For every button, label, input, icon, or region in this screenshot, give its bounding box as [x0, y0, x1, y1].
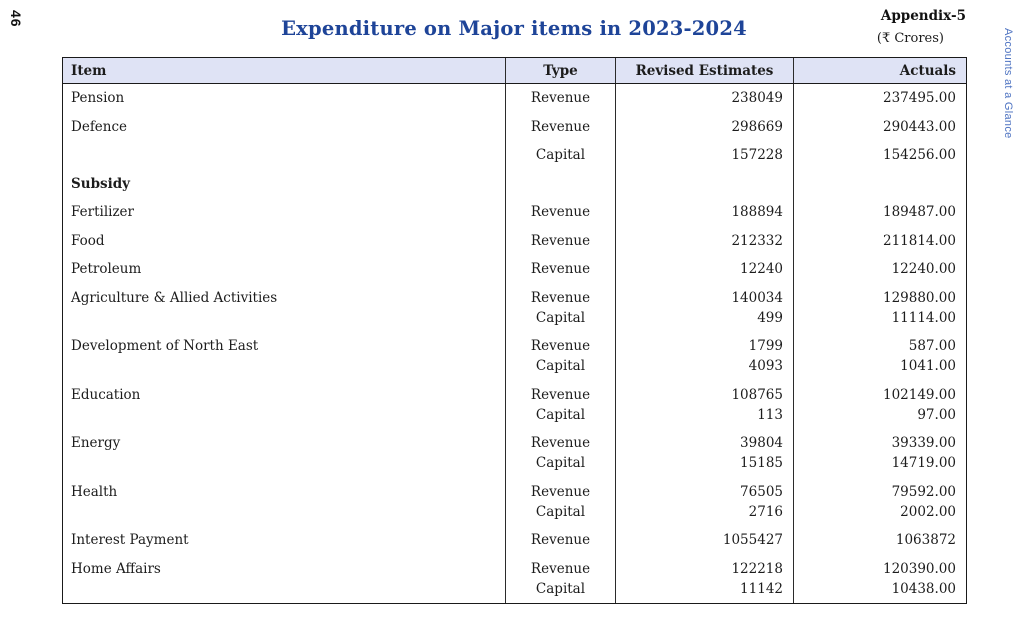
type-cell: Revenue	[505, 226, 615, 255]
actuals-cell: 102149.00 97.00	[793, 380, 964, 429]
table-row: Subsidy	[63, 169, 966, 198]
table-row: Development of North East Revenue Capital 1…	[63, 332, 966, 381]
actuals-cell: 237495.00	[793, 84, 964, 113]
revised-cell: 76505 2716	[615, 477, 793, 526]
actuals-cell	[793, 169, 964, 198]
table-row: Fertilizer Revenue 188894 189487.00	[63, 198, 966, 227]
currency-unit-note: (₹ Crores)	[876, 31, 944, 46]
table-row: Food Revenue 212332 211814.00	[63, 226, 966, 255]
table-header-row: Item Type Revised Estimates Actuals	[63, 58, 966, 84]
actuals-cell: 1063872	[793, 526, 964, 555]
table-row: Home Affairs Revenue Capital 122218 11142 120…	[63, 554, 966, 603]
item-cell: Health	[71, 483, 118, 500]
table-body: Pension Revenue 238049 237495.00 Defence Reve…	[63, 84, 966, 603]
item-cell: Petroleum	[71, 261, 142, 277]
actuals-cell: 290443.00	[793, 112, 964, 141]
actuals-cell: 211814.00	[793, 226, 964, 255]
type-cell	[505, 169, 615, 198]
column-header-type: Type	[505, 58, 615, 83]
revised-cell: 39804 15185	[615, 429, 793, 478]
revised-cell: 157228	[615, 141, 793, 170]
revised-cell: 1799 4093	[615, 332, 793, 381]
item-cell: Subsidy	[71, 175, 131, 192]
actuals-cell: 39339.00 14719.00	[793, 429, 964, 478]
side-margin-label: Accounts at a Glance	[1002, 28, 1014, 139]
item-cell: Development of North East	[71, 338, 259, 354]
type-cell: Revenue	[505, 198, 615, 227]
item-cell: Home Affairs	[71, 560, 161, 577]
actuals-cell: 154256.00	[793, 141, 964, 170]
item-cell: Fertilizer	[71, 204, 135, 220]
type-cell: Revenue Capital	[505, 429, 615, 478]
revised-cell: 12240	[615, 255, 793, 284]
table-row: Defence Revenue 298669 290443.00	[63, 112, 966, 141]
item-cell: Education	[71, 386, 141, 403]
revised-cell: 188894	[615, 198, 793, 227]
type-cell: Revenue	[505, 112, 615, 141]
type-cell: Capital	[505, 141, 615, 170]
type-cell: Revenue Capital	[505, 477, 615, 526]
expenditure-table: Item Type Revised Estimates Actuals Pens…	[62, 57, 967, 604]
item-cell: Interest Payment	[71, 532, 189, 548]
item-cell: Agriculture & Allied Activities	[71, 289, 278, 306]
type-cell: Revenue	[505, 526, 615, 555]
type-cell: Revenue Capital	[505, 554, 615, 603]
appendix-label: Appendix-5	[880, 8, 966, 24]
table-row: Interest Payment Revenue 1055427 1063872	[63, 526, 966, 555]
table-row: Agriculture & Allied Activities Revenue Ca…	[63, 283, 966, 332]
actuals-cell: 587.00 1041.00	[793, 332, 964, 381]
table-row: Pension Revenue 238049 237495.00	[63, 84, 966, 113]
page-number: 46	[8, 10, 24, 28]
type-cell: Revenue	[505, 84, 615, 113]
type-cell: Revenue	[505, 255, 615, 284]
table-row: Health Revenue Capital 76505 2716 79592.00 200…	[63, 477, 966, 526]
item-cell: Food	[71, 232, 105, 249]
column-header-actuals: Actuals	[793, 58, 964, 83]
table-row: Energy Revenue Capital 39804 15185 39339.00 14…	[63, 429, 966, 478]
revised-cell: 1055427	[615, 526, 793, 555]
item-cell	[63, 141, 505, 170]
type-cell: Revenue Capital	[505, 380, 615, 429]
actuals-cell: 120390.00 10438.00	[793, 554, 964, 603]
actuals-cell: 129880.00 11114.00	[793, 283, 964, 332]
revised-cell: 140034 499	[615, 283, 793, 332]
column-header-revised-estimates: Revised Estimates	[615, 58, 793, 83]
actuals-cell: 79592.00 2002.00	[793, 477, 964, 526]
actuals-cell: 12240.00	[793, 255, 964, 284]
revised-cell: 212332	[615, 226, 793, 255]
actuals-cell: 189487.00	[793, 198, 964, 227]
type-cell: Revenue Capital	[505, 283, 615, 332]
item-cell: Pension	[71, 90, 125, 106]
revised-cell	[615, 169, 793, 198]
revised-cell: 298669	[615, 112, 793, 141]
revised-cell: 122218 11142	[615, 554, 793, 603]
column-header-item: Item	[71, 62, 107, 79]
item-cell: Energy	[71, 435, 121, 451]
table-row: Education Revenue Capital 108765 113 102149.0…	[63, 380, 966, 429]
appendix-block: Appendix-5 (₹ Crores)	[877, 8, 966, 46]
revised-cell: 108765 113	[615, 380, 793, 429]
item-cell: Defence	[71, 118, 128, 135]
revised-cell: 238049	[615, 84, 793, 113]
table-row: Petroleum Revenue 12240 12240.00	[63, 255, 966, 284]
page-title: Expenditure on Major items in 2023-2024	[281, 17, 747, 40]
table-row: Capital 157228 154256.00	[63, 141, 966, 170]
type-cell: Revenue Capital	[505, 332, 615, 381]
